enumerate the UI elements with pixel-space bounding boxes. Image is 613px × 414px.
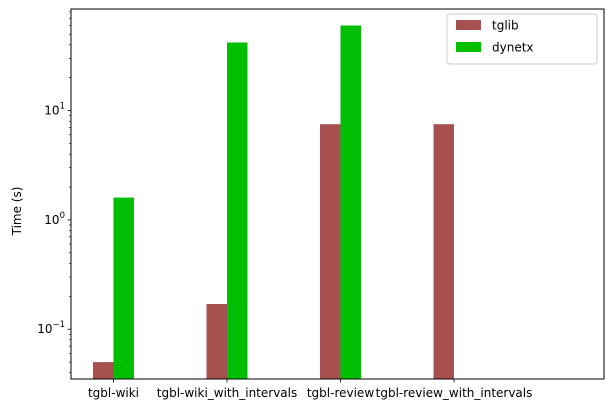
bars-group — [93, 25, 454, 379]
y-tick-label-base: 10 — [37, 322, 52, 336]
x-tick-label: tgbl-review_with_intervals — [376, 386, 533, 400]
legend-label-dynetx: dynetx — [492, 41, 534, 55]
legend-label-tglib: tglib — [492, 19, 519, 33]
bar-tglib-0 — [93, 362, 114, 379]
bar-tglib-1 — [206, 304, 227, 379]
y-tick-label: 10−1 — [37, 320, 65, 336]
y-tick-label-exponent: −1 — [52, 320, 65, 330]
plot-frame — [70, 8, 605, 380]
x-tick-label: tgbl-wiki — [88, 386, 139, 400]
legend-swatch-dynetx — [456, 42, 481, 52]
x-tick-label: tgbl-wiki_with_intervals — [157, 386, 298, 400]
x-axis-ticks: tgbl-wiki tgbl-wiki_with_intervals tgbl-re… — [88, 379, 532, 400]
y-tick-label-base: 10 — [44, 213, 59, 227]
y-tick-label-base: 10 — [44, 104, 59, 118]
legend: tglib dynetx — [446, 13, 598, 65]
bar-tglib-2 — [320, 124, 341, 379]
y-tick-label-exponent: 0 — [60, 211, 65, 221]
bar-dynetx-1 — [227, 42, 248, 379]
legend-box — [446, 13, 598, 65]
legend-swatch-tglib — [456, 20, 481, 30]
x-tick-label: tgbl-review — [307, 386, 374, 400]
bar-dynetx-2 — [340, 25, 361, 379]
y-tick-label: 101 — [44, 102, 65, 118]
y-tick-label-exponent: 1 — [60, 102, 65, 112]
bar-dynetx-0 — [113, 197, 134, 379]
bar-tglib-3 — [433, 124, 454, 379]
y-axis-label: Time (s) — [10, 187, 24, 237]
y-tick-label: 100 — [44, 211, 65, 227]
